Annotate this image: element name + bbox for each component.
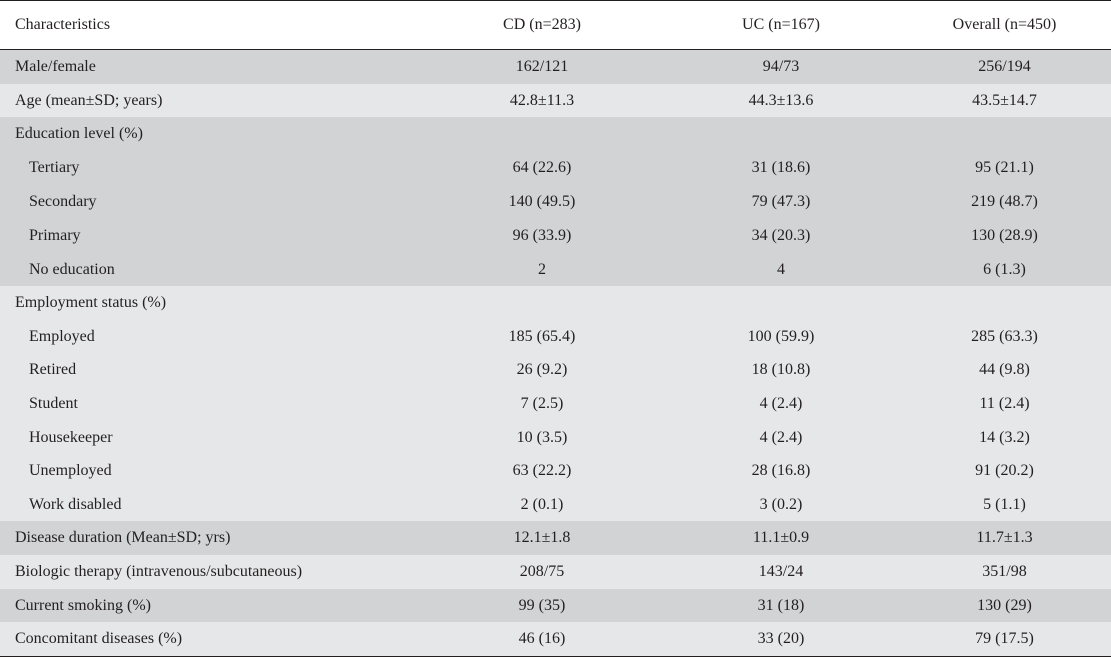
cell-uc: 11.1±0.9 xyxy=(752,529,810,546)
cell-uc: 94/73 xyxy=(762,58,800,75)
table-row: Housekeeper 10 (3.5) 4 (2.4) 14 (3.2) xyxy=(0,421,1111,454)
cell-overall: 351/98 xyxy=(982,563,1027,580)
row-label: Retired xyxy=(29,361,77,378)
table-row: Age (mean±SD; years) 42.8±11.3 44.3±13.6 43… xyxy=(0,84,1111,117)
table-row: Work disabled 2 (0.1) 3 (0.2) 5 (1.1) xyxy=(0,488,1111,521)
row-label: Employment status (%) xyxy=(15,294,167,311)
table-row: Student 7 (2.5) 4 (2.4) 11 (2.4) xyxy=(0,387,1111,421)
row-label: Biologic therapy (intravenous/subcutaneo… xyxy=(15,563,303,580)
row-label: No education xyxy=(29,260,115,278)
header-cd: CD (n=283) xyxy=(503,16,581,33)
cell-overall: 91 (20.2) xyxy=(975,462,1034,479)
row-label: Unemployed xyxy=(29,462,112,479)
cell-cd: 140 (49.5) xyxy=(508,193,576,210)
table-row: No education 2 4 6 (1.3) xyxy=(0,253,1111,286)
cell-uc: 31 (18) xyxy=(757,596,805,614)
row-label: Age (mean±SD; years) xyxy=(15,91,163,109)
cell-overall: 95 (21.1) xyxy=(975,159,1034,176)
row-label: Male/female xyxy=(15,58,96,75)
cell-overall: 130 (29) xyxy=(977,596,1032,614)
cell-cd: 96 (33.9) xyxy=(512,227,572,244)
row-label: Primary xyxy=(29,227,81,244)
row-label: Housekeeper xyxy=(29,428,113,446)
cell-cd: 10 (3.5) xyxy=(516,428,568,446)
cell-uc: 4 (2.4) xyxy=(759,395,803,412)
cell-cd: 7 (2.5) xyxy=(520,395,564,412)
table-row: Disease duration (Mean±SD; yrs) 12.1±1.8 1… xyxy=(0,521,1111,555)
table-row: Primary 96 (33.9) 34 (20.3) 130 (28.9) xyxy=(0,219,1111,253)
table-row: Retired 26 (9.2) 18 (10.8) 44 (9.8) xyxy=(0,353,1111,387)
header-uc: UC (n=167) xyxy=(742,16,820,33)
cell-overall: 285 (63.3) xyxy=(971,327,1038,345)
cell-uc: 33 (20) xyxy=(757,630,805,647)
row-label: Work disabled xyxy=(29,495,122,513)
table-row: Secondary 140 (49.5) 79 (47.3) 219 (48.7) xyxy=(0,185,1111,219)
cell-overall: 44 (9.8) xyxy=(979,361,1030,378)
cell-overall: 5 (1.1) xyxy=(983,495,1026,513)
table-header: Characteristics CD (n=283) UC (n=167) Ov… xyxy=(0,0,1111,50)
cell-uc: 18 (10.8) xyxy=(751,361,811,378)
cell-overall: 11.7±1.3 xyxy=(976,529,1033,546)
cell-cd: 2 (0.1) xyxy=(520,495,564,513)
table-body: Male/female 162/121 94/73 256/194 Age (mean±… xyxy=(0,50,1111,657)
cell-cd: 46 (16) xyxy=(518,630,566,647)
cell-cd: 162/121 xyxy=(515,58,569,75)
cell-uc: 143/24 xyxy=(758,563,804,580)
cell-cd: 99 (35) xyxy=(518,596,566,614)
cell-uc: 79 (47.3) xyxy=(751,193,811,210)
cell-overall: 43.5±14.7 xyxy=(972,91,1037,109)
row-label: Disease duration (Mean±SD; yrs) xyxy=(15,529,231,546)
table-row: Concomitant diseases (%) 46 (16) 33 (20) 79… xyxy=(0,622,1111,656)
header-overall: Overall (n=450) xyxy=(952,16,1057,33)
cell-overall: 130 (28.9) xyxy=(971,227,1038,244)
cell-uc: 100 (59.9) xyxy=(747,327,815,345)
cell-cd: 63 (22.2) xyxy=(512,462,572,479)
cell-uc: 34 (20.3) xyxy=(751,227,811,244)
cell-cd: 185 (65.4) xyxy=(508,327,576,345)
table-row: Tertiary 64 (22.6) 31 (18.6) 95 (21.1) xyxy=(0,151,1111,185)
cell-overall: 256/194 xyxy=(978,58,1031,75)
table-row: Employment status (%) xyxy=(0,286,1111,320)
cell-overall: 219 (48.7) xyxy=(971,193,1038,210)
row-label: Employed xyxy=(29,327,95,345)
row-label: Education level (%) xyxy=(15,125,143,142)
cell-uc: 31 (18.6) xyxy=(751,159,811,176)
cell-uc: 4 xyxy=(777,260,785,278)
cell-cd: 42.8±11.3 xyxy=(509,91,575,109)
table-row: Current smoking (%) 99 (35) 31 (18) 130 (29… xyxy=(0,589,1111,622)
cell-cd: 2 xyxy=(538,260,546,278)
table-row: Employed 185 (65.4) 100 (59.9) 285 (63.3) xyxy=(0,320,1111,353)
cell-cd: 12.1±1.8 xyxy=(513,529,571,546)
table-row: Male/female 162/121 94/73 256/194 xyxy=(0,50,1111,84)
cell-cd: 26 (9.2) xyxy=(516,361,568,378)
row-label: Secondary xyxy=(29,193,97,210)
row-label: Student xyxy=(29,395,78,412)
cell-uc: 4 (2.4) xyxy=(759,428,803,446)
cell-overall: 14 (3.2) xyxy=(979,428,1030,446)
row-label: Current smoking (%) xyxy=(15,596,151,614)
cell-uc: 44.3±13.6 xyxy=(748,91,814,109)
cell-cd: 208/75 xyxy=(519,563,565,580)
row-label: Tertiary xyxy=(29,159,80,176)
table-row: Education level (%) xyxy=(0,117,1111,151)
cell-cd: 64 (22.6) xyxy=(512,159,572,176)
cell-uc: 3 (0.2) xyxy=(759,495,803,513)
cell-overall: 11 (2.4) xyxy=(979,395,1030,412)
table-row: Biologic therapy (intravenous/subcutaneo… xyxy=(0,555,1111,589)
table-row: Unemployed 63 (22.2) 28 (16.8) 91 (20.2) xyxy=(0,454,1111,488)
cell-overall: 6 (1.3) xyxy=(983,260,1026,278)
cell-uc: 28 (16.8) xyxy=(751,462,811,479)
cell-overall: 79 (17.5) xyxy=(975,630,1034,647)
row-label: Concomitant diseases (%) xyxy=(15,630,183,647)
header-characteristics: Characteristics xyxy=(15,16,111,33)
